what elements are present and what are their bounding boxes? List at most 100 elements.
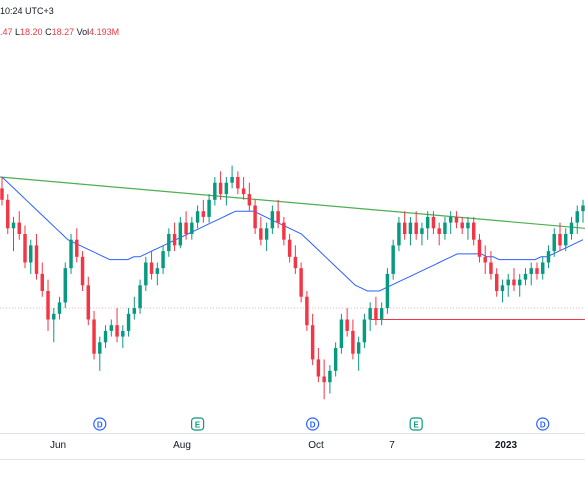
footer-divider	[0, 459, 585, 460]
candle-body	[489, 262, 493, 274]
candle-body	[425, 216, 430, 229]
candle-body	[236, 177, 240, 189]
dividend-marker-icon	[93, 417, 107, 431]
candle-body	[391, 245, 395, 274]
candle-body	[535, 268, 539, 274]
earnings-marker-icon	[409, 417, 423, 431]
candle-body	[138, 285, 142, 309]
candle-body	[506, 279, 510, 286]
candle-body	[57, 302, 62, 314]
candle-body	[149, 262, 154, 274]
x-tick-label: Jun	[49, 440, 67, 451]
candle-body	[0, 188, 4, 200]
candle-body	[144, 262, 148, 286]
candle-body	[460, 222, 464, 229]
candle-body	[420, 228, 424, 234]
candle-body	[276, 211, 280, 223]
candle-body	[69, 239, 73, 269]
candle-body	[190, 222, 194, 234]
candle-body	[287, 239, 292, 257]
candle-body	[575, 211, 579, 223]
candle-body	[167, 234, 171, 252]
time-axis-divider	[0, 433, 585, 434]
candle-body	[270, 211, 275, 229]
candle-body	[477, 239, 482, 257]
chart-time-label: 10:24 UTC+3	[0, 6, 54, 16]
candle-body	[178, 222, 183, 246]
earnings-marker-label: E	[414, 421, 420, 430]
candle-body	[552, 234, 556, 252]
candle-body	[98, 342, 102, 354]
candle-body	[345, 319, 349, 331]
candle-body	[293, 256, 298, 269]
trend-line	[0, 176, 585, 229]
dividend-marker-icon	[536, 417, 550, 431]
candle-body	[328, 370, 332, 383]
candle-body	[184, 222, 188, 234]
candle-body	[63, 268, 68, 303]
candle-body	[213, 182, 217, 200]
candle-body	[218, 182, 223, 195]
candle-body	[529, 268, 533, 274]
candle-body	[351, 330, 355, 354]
candle-body	[517, 279, 522, 286]
candle-body	[34, 245, 39, 274]
candle-body	[523, 273, 528, 280]
ohlc-volume-label: Vol	[76, 27, 90, 37]
candle-body	[374, 308, 378, 320]
ohlc-volume-value: 4.193M	[89, 27, 120, 37]
candle-body	[132, 308, 137, 314]
candle-body	[259, 228, 263, 240]
candle-body	[115, 325, 119, 337]
candle-body	[564, 234, 568, 246]
candle-body	[362, 319, 367, 343]
candle-body	[253, 205, 257, 229]
candle-body	[546, 251, 551, 263]
candle-body	[512, 279, 516, 286]
candle-body	[379, 308, 384, 320]
candle-body	[316, 359, 321, 377]
dividend-marker-icon	[306, 417, 320, 431]
candle-body	[333, 348, 338, 371]
candle-body	[40, 273, 44, 291]
x-tick-label: 7	[389, 440, 395, 451]
candle-body	[52, 313, 56, 320]
moving-average-line	[1, 176, 584, 292]
candle-body	[408, 222, 413, 234]
candle-body	[23, 234, 27, 263]
candle-body	[356, 342, 361, 354]
candle-body	[29, 245, 33, 263]
candle-body	[121, 330, 125, 337]
candle-body	[46, 291, 50, 320]
candle-body	[80, 256, 85, 286]
candle-body	[569, 222, 574, 234]
candle-body	[241, 188, 246, 195]
candle-body	[207, 199, 211, 217]
candle-body	[500, 285, 505, 291]
ohlc-close-label: C	[45, 27, 52, 37]
candle-body	[466, 222, 470, 229]
candle-body	[224, 182, 229, 195]
candle-body	[541, 262, 545, 274]
candle-body	[161, 251, 165, 269]
candle-body	[195, 211, 200, 223]
candle-body	[437, 228, 441, 234]
ohlc-close-value: 18.27	[51, 27, 77, 37]
candle-body	[368, 308, 372, 320]
candle-body	[385, 273, 390, 309]
earnings-marker-label: E	[195, 421, 201, 430]
candle-body	[322, 376, 326, 383]
candle-body	[494, 273, 499, 291]
dividend-marker-label: D	[540, 421, 546, 430]
ohlc-open-value: .47	[0, 27, 16, 37]
ohlc-legend: .47 L18.20 C18.27 Vol4.193M	[0, 27, 119, 37]
candle-body	[310, 325, 315, 360]
ohlc-low-label: L	[15, 27, 21, 37]
ohlc-low-value: 18.20	[20, 27, 46, 37]
dividend-marker-label: D	[310, 421, 316, 430]
x-tick-label: 2023	[494, 440, 518, 451]
candle-body	[75, 239, 79, 257]
candle-body	[109, 325, 114, 331]
